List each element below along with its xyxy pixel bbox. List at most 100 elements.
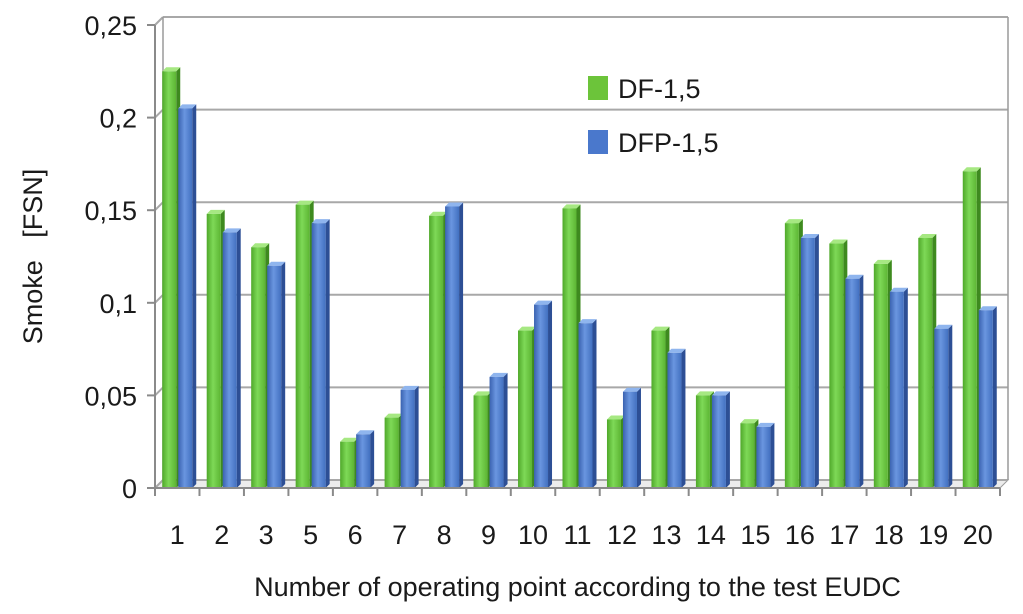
bar-top bbox=[518, 326, 537, 331]
bar-DF-1,5-17 bbox=[829, 239, 848, 488]
x-tick-label: 3 bbox=[259, 520, 274, 550]
bar-top bbox=[206, 209, 225, 214]
bar-front bbox=[562, 208, 577, 488]
bar-DF-1,5-19 bbox=[918, 233, 937, 488]
legend-item-DF-1,5: DF-1,5 bbox=[588, 74, 701, 104]
bar-top bbox=[651, 326, 670, 331]
bar-front bbox=[178, 108, 193, 488]
bar-front bbox=[800, 237, 815, 488]
y-tick-labels: 0 0,05 0,1 0,15 0,2 0,25 bbox=[84, 11, 137, 504]
bar-side bbox=[903, 287, 908, 488]
bar-front bbox=[384, 417, 399, 488]
bar-DF-1,5-3 bbox=[251, 243, 270, 488]
x-tick-label: 16 bbox=[785, 520, 815, 550]
bar-front bbox=[206, 213, 221, 489]
bar-top bbox=[445, 202, 464, 207]
bar-side bbox=[459, 202, 464, 488]
bar-top bbox=[829, 239, 848, 244]
bar-DF-1,5-7 bbox=[384, 413, 403, 488]
legend-swatch bbox=[588, 76, 608, 100]
bar-side bbox=[948, 324, 953, 488]
bar-front bbox=[251, 247, 266, 488]
bar-top bbox=[622, 387, 641, 392]
bar-top bbox=[667, 348, 686, 353]
bar-DF-1,5-5 bbox=[295, 200, 314, 489]
bar-front bbox=[962, 171, 977, 489]
bar-front bbox=[473, 395, 488, 488]
bar-DFP-1,5-15 bbox=[756, 422, 775, 488]
x-tick-label: 15 bbox=[740, 520, 770, 550]
x-tick-label: 7 bbox=[392, 520, 407, 550]
bar-front bbox=[667, 352, 682, 488]
bar-DF-1,5-16 bbox=[784, 219, 803, 488]
bar-front bbox=[606, 419, 621, 488]
bar-DF-1,5-20 bbox=[962, 167, 981, 489]
x-tick-label: 12 bbox=[607, 520, 637, 550]
bar-front bbox=[429, 215, 444, 489]
bar-DF-1,5-2 bbox=[206, 209, 225, 489]
bar-top bbox=[578, 319, 597, 324]
bar-DFP-1,5-16 bbox=[800, 233, 819, 488]
bar-front bbox=[873, 263, 888, 488]
bar-top bbox=[295, 200, 314, 205]
x-tick-label: 20 bbox=[963, 520, 993, 550]
bar-front bbox=[740, 423, 755, 488]
x-tick-label: 2 bbox=[214, 520, 229, 550]
bar-side bbox=[236, 228, 241, 488]
bar-top bbox=[889, 287, 908, 292]
bar-front bbox=[534, 304, 549, 488]
bar-side bbox=[992, 306, 997, 488]
bar-side bbox=[503, 372, 508, 488]
y-tick-label: 0,15 bbox=[84, 196, 137, 226]
bar-DF-1,5-8 bbox=[429, 211, 448, 489]
bar-side bbox=[770, 422, 775, 488]
x-tick-label: 9 bbox=[481, 520, 496, 550]
legend: DF-1,5 DFP-1,5 bbox=[588, 74, 719, 158]
bar-front bbox=[784, 223, 799, 488]
bar-top bbox=[918, 233, 937, 238]
y-tick-label: 0,2 bbox=[99, 104, 137, 134]
bar-front bbox=[845, 278, 860, 488]
bar-top bbox=[251, 243, 270, 248]
bar-DFP-1,5-9 bbox=[489, 372, 508, 488]
x-tick-label: 6 bbox=[348, 520, 363, 550]
bar-DFP-1,5-2 bbox=[222, 228, 241, 488]
bar-front bbox=[889, 291, 904, 488]
bar-top bbox=[606, 415, 625, 420]
bar-front bbox=[711, 395, 726, 488]
x-tick-label: 10 bbox=[518, 520, 548, 550]
bar-top bbox=[356, 430, 375, 435]
bar-front bbox=[978, 310, 993, 488]
bar-top bbox=[384, 413, 403, 418]
x-tick-label: 11 bbox=[563, 520, 591, 550]
bar-side bbox=[192, 104, 197, 488]
bar-side bbox=[325, 219, 330, 488]
bar-DF-1,5-11 bbox=[562, 204, 581, 488]
bar-side bbox=[814, 233, 819, 488]
bar-DFP-1,5-3 bbox=[267, 261, 286, 488]
bar-top bbox=[845, 274, 864, 279]
bar-DFP-1,5-11 bbox=[578, 319, 597, 488]
bar-top bbox=[311, 219, 330, 224]
x-tick-label: 18 bbox=[874, 520, 904, 550]
bar-DF-1,5-1 bbox=[162, 67, 181, 489]
bar-side bbox=[681, 348, 686, 488]
bar-top bbox=[800, 233, 819, 238]
gridline-side bbox=[154, 16, 164, 26]
bar-DFP-1,5-14 bbox=[711, 391, 730, 488]
legend-label: DFP-1,5 bbox=[618, 128, 719, 158]
bar-top bbox=[222, 228, 241, 233]
bar-front bbox=[356, 434, 371, 488]
bar-front bbox=[267, 265, 282, 488]
bar-top bbox=[784, 219, 803, 224]
bar-front bbox=[829, 243, 844, 488]
bar-side bbox=[370, 430, 375, 488]
bar-front bbox=[918, 237, 933, 488]
gridline-side bbox=[154, 479, 164, 489]
bar-top bbox=[756, 422, 775, 427]
bar-side bbox=[414, 385, 419, 488]
bar-front bbox=[489, 376, 504, 488]
bar-DF-1,5-14 bbox=[695, 391, 714, 488]
bar-DF-1,5-10 bbox=[518, 326, 537, 488]
bar-front bbox=[311, 223, 326, 488]
